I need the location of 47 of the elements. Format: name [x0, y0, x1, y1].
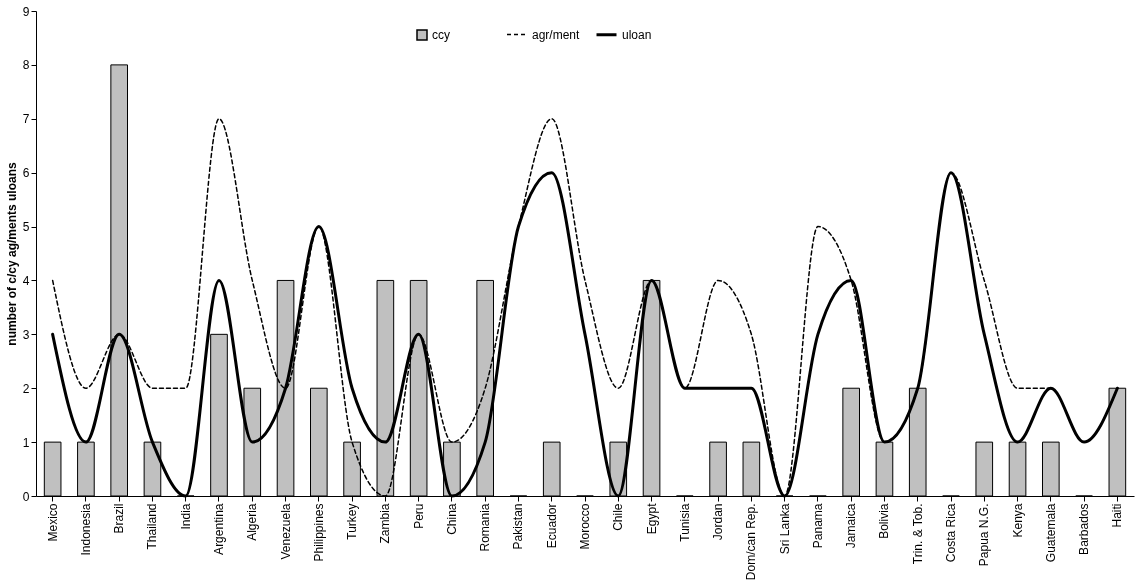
x-tick-label: Barbados — [1077, 503, 1092, 555]
x-tick-label: Pakistan — [511, 503, 526, 550]
y-tick-label: 5 — [22, 220, 30, 235]
y-tick-label: 8 — [22, 58, 30, 73]
x-tick-label: Chile — [611, 503, 626, 531]
legend-label: agr/ment — [532, 27, 581, 42]
x-tick-label: Romania — [478, 503, 493, 552]
x-tick-label: Ecuador — [544, 503, 559, 549]
y-tick-label: 1 — [22, 435, 30, 450]
x-tick-label: Panama — [810, 503, 825, 549]
x-tick-label: Haiti — [1110, 503, 1125, 528]
y-axis-title: number of c/cy ag/ments uloans — [4, 161, 19, 346]
x-tick-label: Indonesia — [78, 503, 93, 556]
x-tick-label: Jordan — [711, 503, 726, 541]
x-tick-label: China — [444, 503, 459, 535]
y-tick-label: 7 — [22, 112, 30, 127]
x-tick-label: Peru — [411, 503, 426, 529]
y-tick-label: 4 — [22, 273, 30, 288]
x-tick-label: Brazil — [112, 503, 127, 534]
x-tick-label: Costa Rica — [944, 503, 958, 563]
x-tick-label: India — [178, 503, 193, 530]
y-tick-label: 3 — [22, 327, 30, 342]
x-tick-label: Egypt — [644, 502, 659, 535]
x-tick-label: Argentina — [212, 503, 226, 555]
x-tick-label: Zambia — [378, 503, 393, 544]
x-tick-label: Algeria — [245, 503, 260, 541]
y-tick-label: 0 — [22, 489, 30, 504]
x-tick-label: Bolivia — [877, 503, 892, 539]
y-tick-label: 2 — [22, 381, 30, 396]
legend-label: ccy — [432, 28, 450, 42]
x-tick-label: Thailand — [145, 503, 160, 550]
x-tick-label: Trin. & Tob. — [910, 503, 925, 565]
x-tick-label: Kenya — [1010, 503, 1025, 538]
x-tick-label: Mexico — [45, 503, 60, 542]
x-tick-label: Turkey — [345, 503, 360, 540]
y-tick-label: 9 — [22, 4, 30, 19]
x-tick-label: Jamaica — [844, 503, 859, 549]
x-tick-label: Dom/can Rep. — [744, 503, 759, 581]
x-tick-label: Venezuela — [278, 503, 293, 560]
y-tick-label: 6 — [22, 166, 30, 181]
x-tick-label: Papua N.G. — [977, 503, 992, 567]
x-tick-label: Sri Lanka — [777, 503, 792, 555]
x-tick-label: Tunisia — [677, 503, 692, 542]
x-tick-label: Philippines — [311, 503, 326, 562]
x-tick-label: Morocco — [578, 503, 592, 550]
x-tick-label: Guatemala — [1043, 503, 1058, 563]
legend-label: uloan — [622, 27, 652, 42]
